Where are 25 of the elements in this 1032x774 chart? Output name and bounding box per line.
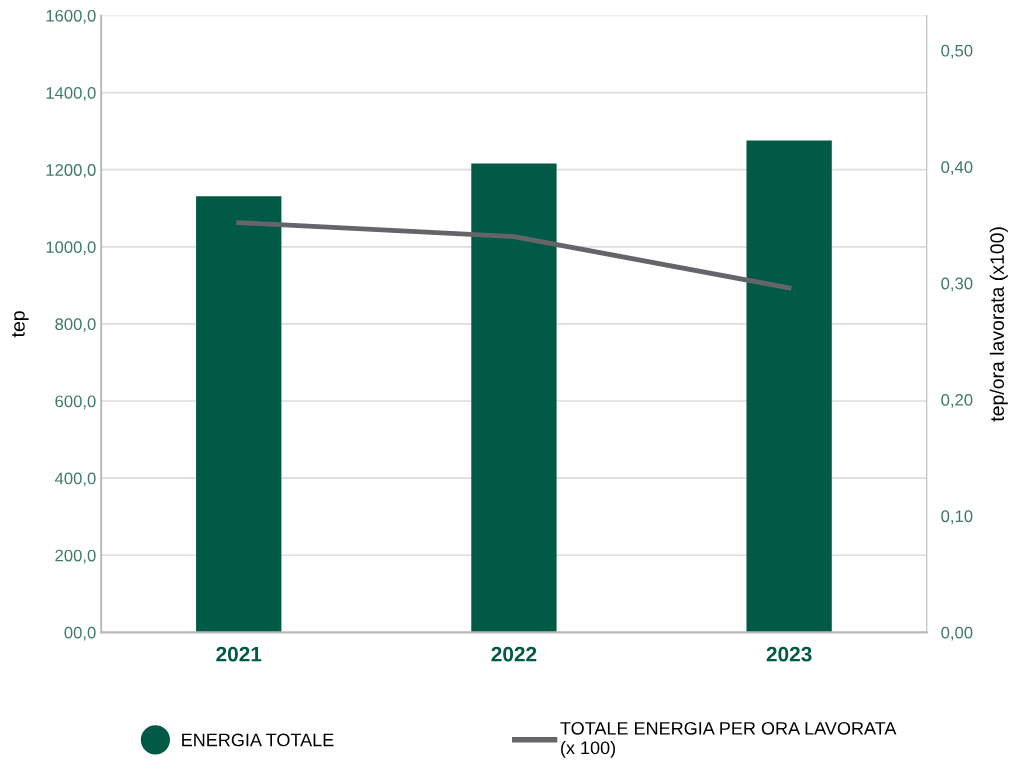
y-tick-label: 1600,0: [46, 9, 96, 24]
y2-tick-label: 0,50: [941, 44, 973, 59]
bar: [746, 140, 832, 633]
x-tick-label: 2021: [216, 646, 262, 662]
bar: [196, 196, 282, 633]
y-tick-label: 1400,0: [46, 86, 96, 101]
y-axis-title: tep: [12, 311, 29, 338]
y2-axis-title: tep/ora lavorata (x100): [989, 227, 1008, 422]
y2-tick-label: 0,40: [941, 161, 973, 175]
x-tick-label: 2023: [766, 646, 812, 662]
y-tick-label: 1200,0: [46, 164, 96, 178]
y-tick-label: 400,0: [54, 472, 96, 487]
y-tick-label: 200,0: [55, 549, 96, 564]
y-tick-label: 600,0: [55, 395, 96, 410]
legend-label: ENERGIA TOTALE: [182, 733, 334, 747]
y2-tick-label: 0,10: [941, 510, 973, 525]
y2-tick-label: 0,00: [941, 626, 973, 641]
y2-tick-label: 0,30: [941, 277, 973, 292]
x-tick-label: 2022: [491, 646, 537, 662]
y2-tick-label: 0,20: [941, 393, 973, 408]
y-tick-label: 1000,0: [46, 241, 96, 255]
y-tick-label: 00,0: [64, 626, 96, 641]
bar: [471, 163, 557, 633]
legend-label: TOTALE ENERGIA PER ORA LAVORATA (x 100): [560, 721, 897, 758]
y-tick-label: 800,0: [55, 318, 96, 333]
